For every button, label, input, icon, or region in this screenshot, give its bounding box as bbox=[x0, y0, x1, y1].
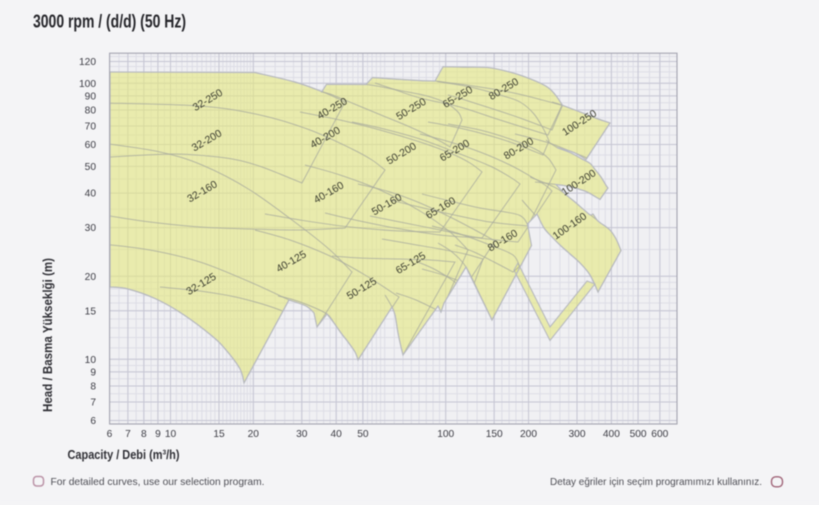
svg-text:6: 6 bbox=[107, 429, 113, 440]
svg-text:Head / Basma Yükseklği (m): Head / Basma Yükseklği (m) bbox=[41, 258, 55, 412]
svg-text:8: 8 bbox=[90, 382, 96, 393]
svg-text:100: 100 bbox=[79, 79, 96, 90]
svg-text:100: 100 bbox=[437, 429, 454, 440]
svg-text:30: 30 bbox=[296, 429, 308, 440]
svg-text:20: 20 bbox=[85, 272, 97, 283]
svg-text:500: 500 bbox=[630, 429, 647, 440]
svg-text:7: 7 bbox=[125, 429, 131, 440]
svg-text:80: 80 bbox=[85, 106, 97, 117]
svg-text:For detailed curves, use our s: For detailed curves, use our selection p… bbox=[51, 476, 265, 488]
svg-text:60: 60 bbox=[85, 140, 97, 151]
svg-text:Detay eğriler için seçim progr: Detay eğriler için seçim programımızı ku… bbox=[550, 476, 762, 488]
svg-text:9: 9 bbox=[90, 368, 96, 379]
svg-text:7: 7 bbox=[90, 398, 96, 409]
svg-text:8: 8 bbox=[141, 429, 147, 440]
svg-text:Capacity / Debi (m³/h): Capacity / Debi (m³/h) bbox=[68, 447, 180, 462]
svg-text:600: 600 bbox=[651, 429, 668, 440]
svg-text:120: 120 bbox=[79, 57, 96, 68]
svg-text:50: 50 bbox=[85, 162, 97, 173]
svg-text:300: 300 bbox=[569, 429, 586, 440]
svg-text:400: 400 bbox=[603, 429, 620, 440]
svg-text:10: 10 bbox=[85, 355, 97, 366]
svg-text:70: 70 bbox=[85, 122, 97, 133]
svg-text:90: 90 bbox=[85, 92, 97, 103]
svg-text:40: 40 bbox=[331, 429, 343, 440]
svg-text:150: 150 bbox=[486, 429, 503, 440]
svg-text:15: 15 bbox=[85, 306, 97, 317]
svg-text:50: 50 bbox=[357, 429, 369, 440]
svg-text:9: 9 bbox=[155, 429, 161, 440]
svg-text:30: 30 bbox=[85, 223, 97, 234]
svg-text:20: 20 bbox=[248, 429, 260, 440]
svg-text:15: 15 bbox=[213, 429, 225, 440]
svg-text:40: 40 bbox=[85, 189, 97, 200]
svg-text:10: 10 bbox=[165, 429, 177, 440]
svg-text:3000 rpm / (d/d) (50 Hz): 3000 rpm / (d/d) (50 Hz) bbox=[33, 11, 186, 32]
svg-text:200: 200 bbox=[520, 429, 537, 440]
svg-text:6: 6 bbox=[90, 416, 96, 427]
